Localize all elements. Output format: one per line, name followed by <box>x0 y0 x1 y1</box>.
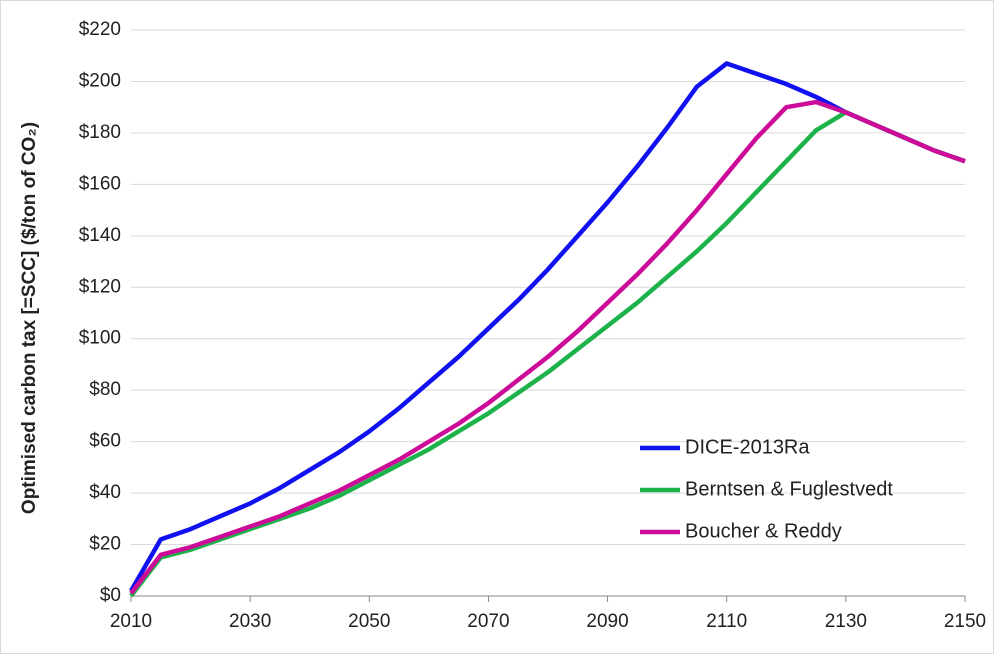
y-tick-label: $120 <box>79 276 121 297</box>
y-tick-label: $220 <box>79 19 121 40</box>
y-tick-label: $160 <box>79 173 121 194</box>
x-tick-label: 2050 <box>348 611 390 632</box>
legend-label: Boucher & Reddy <box>685 520 842 542</box>
x-tick-label: 2010 <box>110 611 152 632</box>
legend-label: Berntsen & Fuglestvedt <box>685 478 893 500</box>
legend-label: DICE-2013Ra <box>685 436 810 458</box>
x-tick-label: 2030 <box>229 611 271 632</box>
y-tick-label: $20 <box>89 534 121 555</box>
y-tick-label: $0 <box>100 585 121 606</box>
x-tick-label: 2070 <box>467 611 509 632</box>
x-tick-label: 2150 <box>944 611 986 632</box>
y-tick-label: $140 <box>79 225 121 246</box>
y-tick-label: $100 <box>79 328 121 349</box>
y-axis-label: Optimised carbon tax [=SCC] ($/ton of CO… <box>19 122 40 514</box>
series-line <box>129 61 966 592</box>
series-line <box>129 110 966 598</box>
x-tick-label: 2090 <box>586 611 628 632</box>
y-tick-label: $180 <box>79 122 121 143</box>
y-tick-label: $200 <box>79 70 121 91</box>
x-tick-label: 2130 <box>825 611 867 632</box>
y-tick-label: $60 <box>89 431 121 452</box>
y-tick-label: $40 <box>89 482 121 503</box>
x-tick-label: 2110 <box>706 611 747 632</box>
y-tick-label: $80 <box>89 379 121 400</box>
series-line <box>129 99 966 595</box>
